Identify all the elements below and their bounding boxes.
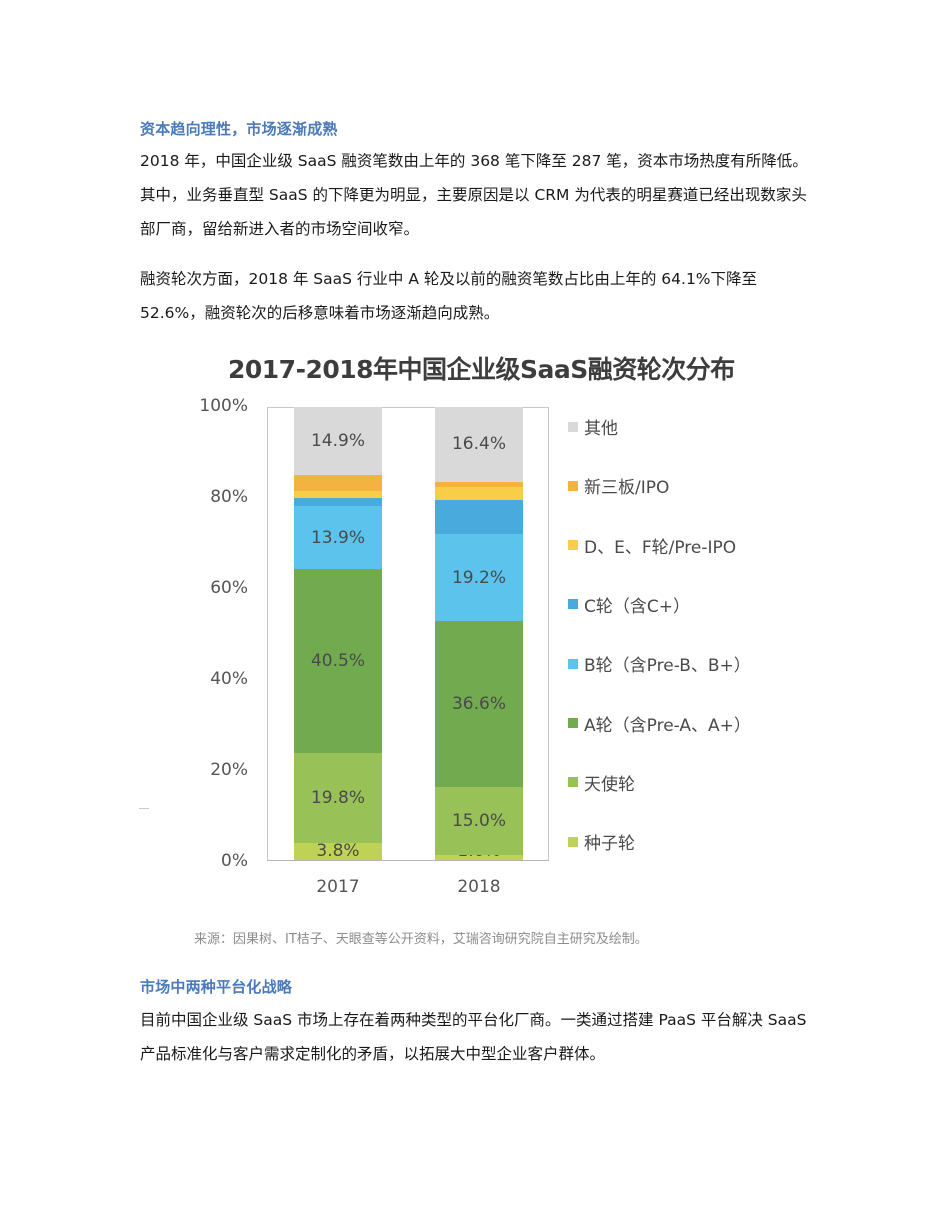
chart-title: 2017-2018年中国企业级SaaS融资轮次分布 [228,355,735,384]
y-tick-80: 80% [210,487,248,507]
bar-segment: 13.9% [294,506,382,570]
y-tick-0: 0% [221,851,248,871]
bar-segment: 1.0% [435,843,523,860]
bar-segment: 19.8% [294,753,382,843]
legend-item: C轮（含C+） [568,592,690,617]
y-tick-60: 60% [210,578,248,598]
y-tick-20: 20% [210,760,248,780]
bar-segment [435,487,523,501]
paragraph-financing-count: 2018 年，中国企业级 SaaS 融资笔数由上年的 368 笔下降至 287 … [140,152,808,238]
bar-segment: 19.2% [435,534,523,622]
legend-swatch-icon [568,599,578,610]
y-tick-100: 100% [199,396,248,416]
x-label-2018: 2018 [457,877,501,897]
legend-label: B轮（含Pre-B、B+） [584,656,751,677]
legend-swatch-icon [568,777,578,788]
bar-segment: 40.5% [294,569,382,753]
legend-swatch-icon [568,718,578,728]
chart-source: 来源：因果树、IT桔子、天眼查等公开资料，艾瑞咨询研究院自主研究及绘制。 [194,932,648,947]
section-heading-platform: 市场中两种平台化战略 [140,978,293,996]
legend-item: A轮（含Pre-A、A+） [568,711,751,736]
bar-2017: 3.8% 19.8% 40.5% 13.9% 14.9% [294,407,382,860]
legend-swatch-icon [568,480,578,491]
legend-label: 种子轮 [584,834,635,855]
legend-item: 天使轮 [568,770,635,795]
legend-label: C轮（含C+） [584,596,690,617]
legend-item: 种子轮 [568,829,635,854]
bar-segment [435,500,523,535]
bar-segment: 15.0% [435,787,523,856]
bar-segment: 3.8% [294,842,382,860]
bar-segment [435,481,523,488]
legend-label: 其他 [584,419,618,439]
bar-segment: 16.4% [435,407,523,482]
y-tick-40: 40% [210,669,248,689]
bar-segment [294,474,382,492]
legend-item: D、E、F轮/Pre-IPO [568,533,736,558]
paragraph-financing-rounds: 融资轮次方面，2018 年 SaaS 行业中 A 轮及以前的融资笔数占比由上年的… [140,270,758,322]
legend-swatch-icon [568,421,578,432]
legend-swatch-icon [568,836,578,847]
bar-2018: 1.0%15.0%36.6%19.2% 16.4% [435,407,523,860]
legend-label: 新三板/IPO [584,478,670,499]
legend-item: 新三板/IPO [568,473,669,498]
legend-item: 其他 [568,414,618,439]
plot-area: 3.8%19.8%40.5%13.9%14.9% 1.0%15.0%36.6%1… [267,407,549,861]
bar-segment [294,491,382,499]
section-heading-capital: 资本趋向理性，市场逐渐成熟 [140,120,338,138]
legend-item: B轮（含Pre-B、B+） [568,651,751,676]
bar-segment [294,498,382,507]
legend-swatch-icon [568,658,578,669]
legend-label: A轮（含Pre-A、A+） [584,715,751,736]
x-label-2017: 2017 [316,877,360,897]
legend-label: 天使轮 [584,774,635,795]
bar-segment: 36.6% [435,621,523,788]
bar-segment: 14.9% [294,407,382,475]
artifact-dash [139,808,149,809]
legend-label: D、E、F轮/Pre-IPO [584,537,737,558]
legend-swatch-icon [568,540,578,551]
paragraph-platform-strategy: 目前中国企业级 SaaS 市场上存在着两种类型的平台化厂商。一类通过搭建 Paa… [140,1011,807,1063]
